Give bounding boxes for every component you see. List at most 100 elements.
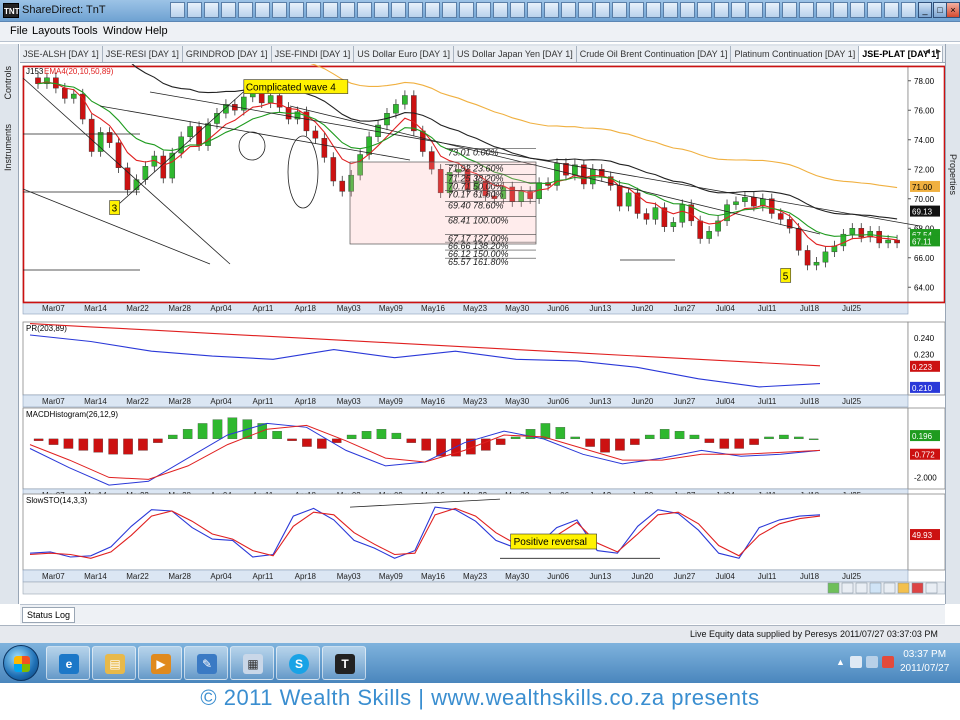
trend-line[interactable] (289, 105, 821, 235)
candle[interactable] (858, 223, 865, 243)
taskbar-tnt-button[interactable]: T (322, 646, 366, 680)
candle[interactable] (178, 131, 184, 159)
toolbar-button[interactable] (170, 2, 185, 18)
toolbar-button[interactable] (391, 2, 406, 18)
pane-4-plot-area[interactable] (22, 493, 909, 571)
candle[interactable] (339, 175, 346, 197)
network-icon[interactable] (866, 656, 878, 668)
candle[interactable] (840, 228, 847, 252)
toolbar-button[interactable] (510, 2, 525, 18)
chart-tool-button[interactable] (869, 582, 882, 594)
taskbar-ie-button[interactable]: e (46, 646, 90, 680)
taskbar-skype-button[interactable]: S (276, 646, 320, 680)
trend-line[interactable] (22, 77, 231, 265)
menu-help[interactable]: Help (145, 25, 168, 37)
candle[interactable] (706, 226, 712, 244)
toolbar-button[interactable] (323, 2, 338, 18)
toolbar-button[interactable] (357, 2, 372, 18)
candle[interactable] (241, 91, 247, 116)
candle[interactable] (44, 72, 50, 89)
chart-tool-button[interactable] (897, 582, 910, 594)
toolbar-button[interactable] (850, 2, 865, 18)
instruments-panel-tab[interactable]: Instruments (3, 124, 13, 172)
candle[interactable] (670, 217, 677, 232)
toolbar-button[interactable] (272, 2, 287, 18)
toolbar-button[interactable] (289, 2, 304, 18)
toolbar-button[interactable] (833, 2, 848, 18)
candle[interactable] (581, 159, 587, 190)
trend-line[interactable] (22, 188, 211, 265)
divergence-trend-line[interactable] (349, 498, 501, 508)
toolbar-button[interactable] (255, 2, 270, 18)
candle[interactable] (661, 202, 668, 232)
toolbar-button[interactable] (561, 2, 576, 18)
candle[interactable] (652, 202, 659, 225)
toolbar-button[interactable] (663, 2, 678, 18)
candle[interactable] (849, 223, 856, 240)
candle[interactable] (643, 208, 650, 225)
toolbar-button[interactable] (374, 2, 389, 18)
chart-tool-button[interactable] (911, 582, 924, 594)
toolbar-button[interactable] (493, 2, 508, 18)
chart-tool-button[interactable] (883, 582, 896, 594)
candle[interactable] (786, 214, 793, 234)
toolbar-button[interactable] (782, 2, 797, 18)
candle[interactable] (97, 127, 104, 157)
toolbar-button[interactable] (442, 2, 457, 18)
tab-scroll-left-icon[interactable]: ◂ (925, 46, 931, 57)
candle[interactable] (634, 187, 641, 219)
chart-workspace[interactable]: Mar07 Mar14 Mar22 Mar28 Apr04 Apr11 Apr18 May03… (20, 0, 946, 604)
taskbar-media-button[interactable]: ▶ (138, 646, 182, 680)
candle[interactable] (169, 147, 176, 184)
toolbar-button[interactable] (731, 2, 746, 18)
candle[interactable] (742, 192, 748, 207)
tab-grindrod-day-1[interactable]: GRINDROD [DAY 1] (182, 46, 272, 62)
toolbar-button[interactable] (408, 2, 423, 18)
candle[interactable] (70, 88, 77, 104)
tab-us-dollar-euro-day-1[interactable]: US Dollar Euro [DAY 1] (354, 46, 454, 62)
candle[interactable] (357, 149, 363, 181)
toolbar-button[interactable] (187, 2, 202, 18)
chart-tool-button[interactable] (855, 582, 868, 594)
toolbar-button[interactable] (748, 2, 763, 18)
toolbar-button[interactable] (680, 2, 695, 18)
toolbar-button[interactable] (816, 2, 831, 18)
toolbar-button[interactable] (901, 2, 916, 18)
tray-expand-icon[interactable]: ▲ (836, 657, 845, 667)
taskbar-clock[interactable]: 03:37 PM 2011/07/27 (900, 648, 949, 676)
toolbar-button[interactable] (765, 2, 780, 18)
taskbar-explorer-button[interactable]: ▤ (92, 646, 136, 680)
trend-line[interactable] (149, 91, 921, 227)
toolbar-button[interactable] (884, 2, 899, 18)
candle[interactable] (124, 162, 131, 196)
fibonacci-retracement[interactable]: 73.01 0.00% 71.92 23.60%71.25 38.20%70.71… (349, 147, 537, 267)
candle[interactable] (455, 164, 462, 178)
controls-panel-tab[interactable]: Controls (3, 66, 13, 100)
toolbar-button[interactable] (646, 2, 661, 18)
toolbar-button[interactable] (714, 2, 729, 18)
toolbar-button[interactable] (238, 2, 253, 18)
candle[interactable] (563, 158, 569, 181)
chart-tool-button[interactable] (925, 582, 938, 594)
tab-jse-alsh-day-1[interactable]: JSE-ALSH [DAY 1] (20, 46, 103, 62)
toolbar-button[interactable] (612, 2, 627, 18)
tab-jse-findi-day-1[interactable]: JSE-FINDI [DAY 1] (271, 46, 355, 62)
candle[interactable] (321, 133, 328, 163)
candle[interactable] (79, 88, 86, 125)
trend-line[interactable] (109, 85, 251, 213)
candle[interactable] (768, 193, 775, 219)
candle[interactable] (312, 125, 319, 144)
menu-tools[interactable]: Tools (72, 25, 98, 37)
taskbar-pdf-button[interactable]: ▦ (230, 646, 274, 680)
charts-svg[interactable]: Mar07 Mar14 Mar22 Mar28 Apr04 Apr11 Apr18 May03… (20, 0, 946, 604)
trend-line[interactable] (99, 105, 411, 161)
toolbar-button[interactable] (204, 2, 219, 18)
pane-2-plot-area[interactable] (22, 321, 909, 396)
toolbar-button[interactable] (629, 2, 644, 18)
toolbar-button[interactable] (221, 2, 236, 18)
tray-app-icon[interactable] (850, 656, 862, 668)
menu-layouts[interactable]: Layouts (32, 25, 71, 37)
candle[interactable] (88, 113, 95, 157)
candle[interactable] (303, 106, 310, 137)
candle[interactable] (393, 99, 399, 119)
